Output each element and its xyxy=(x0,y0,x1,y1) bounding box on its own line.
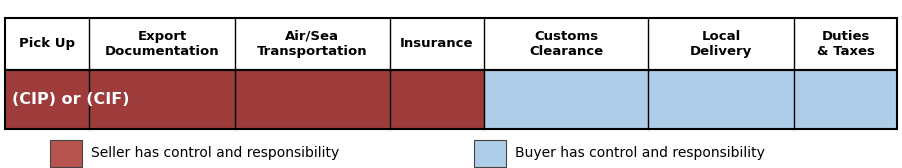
Text: Air/Sea
Transportation: Air/Sea Transportation xyxy=(257,30,368,58)
Bar xyxy=(794,70,897,129)
Bar xyxy=(474,140,506,167)
Bar xyxy=(5,18,897,70)
Text: Local
Delivery: Local Delivery xyxy=(690,30,752,58)
Bar xyxy=(89,70,235,129)
Bar xyxy=(483,70,649,129)
Bar xyxy=(649,70,794,129)
Bar xyxy=(235,70,390,129)
Bar xyxy=(5,18,897,70)
Text: Seller has control and responsibility: Seller has control and responsibility xyxy=(91,146,339,160)
Text: Export
Documentation: Export Documentation xyxy=(105,30,219,58)
Text: Pick Up: Pick Up xyxy=(19,37,75,50)
Bar xyxy=(5,70,897,129)
Text: Buyer has control and responsibility: Buyer has control and responsibility xyxy=(515,146,765,160)
Bar xyxy=(5,70,89,129)
Text: Customs
Clearance: Customs Clearance xyxy=(529,30,603,58)
Text: Insurance: Insurance xyxy=(400,37,474,50)
Text: (CIP) or (CIF): (CIP) or (CIF) xyxy=(12,92,129,107)
Text: Duties
& Taxes: Duties & Taxes xyxy=(817,30,875,58)
Bar xyxy=(50,140,82,167)
Bar xyxy=(390,70,483,129)
